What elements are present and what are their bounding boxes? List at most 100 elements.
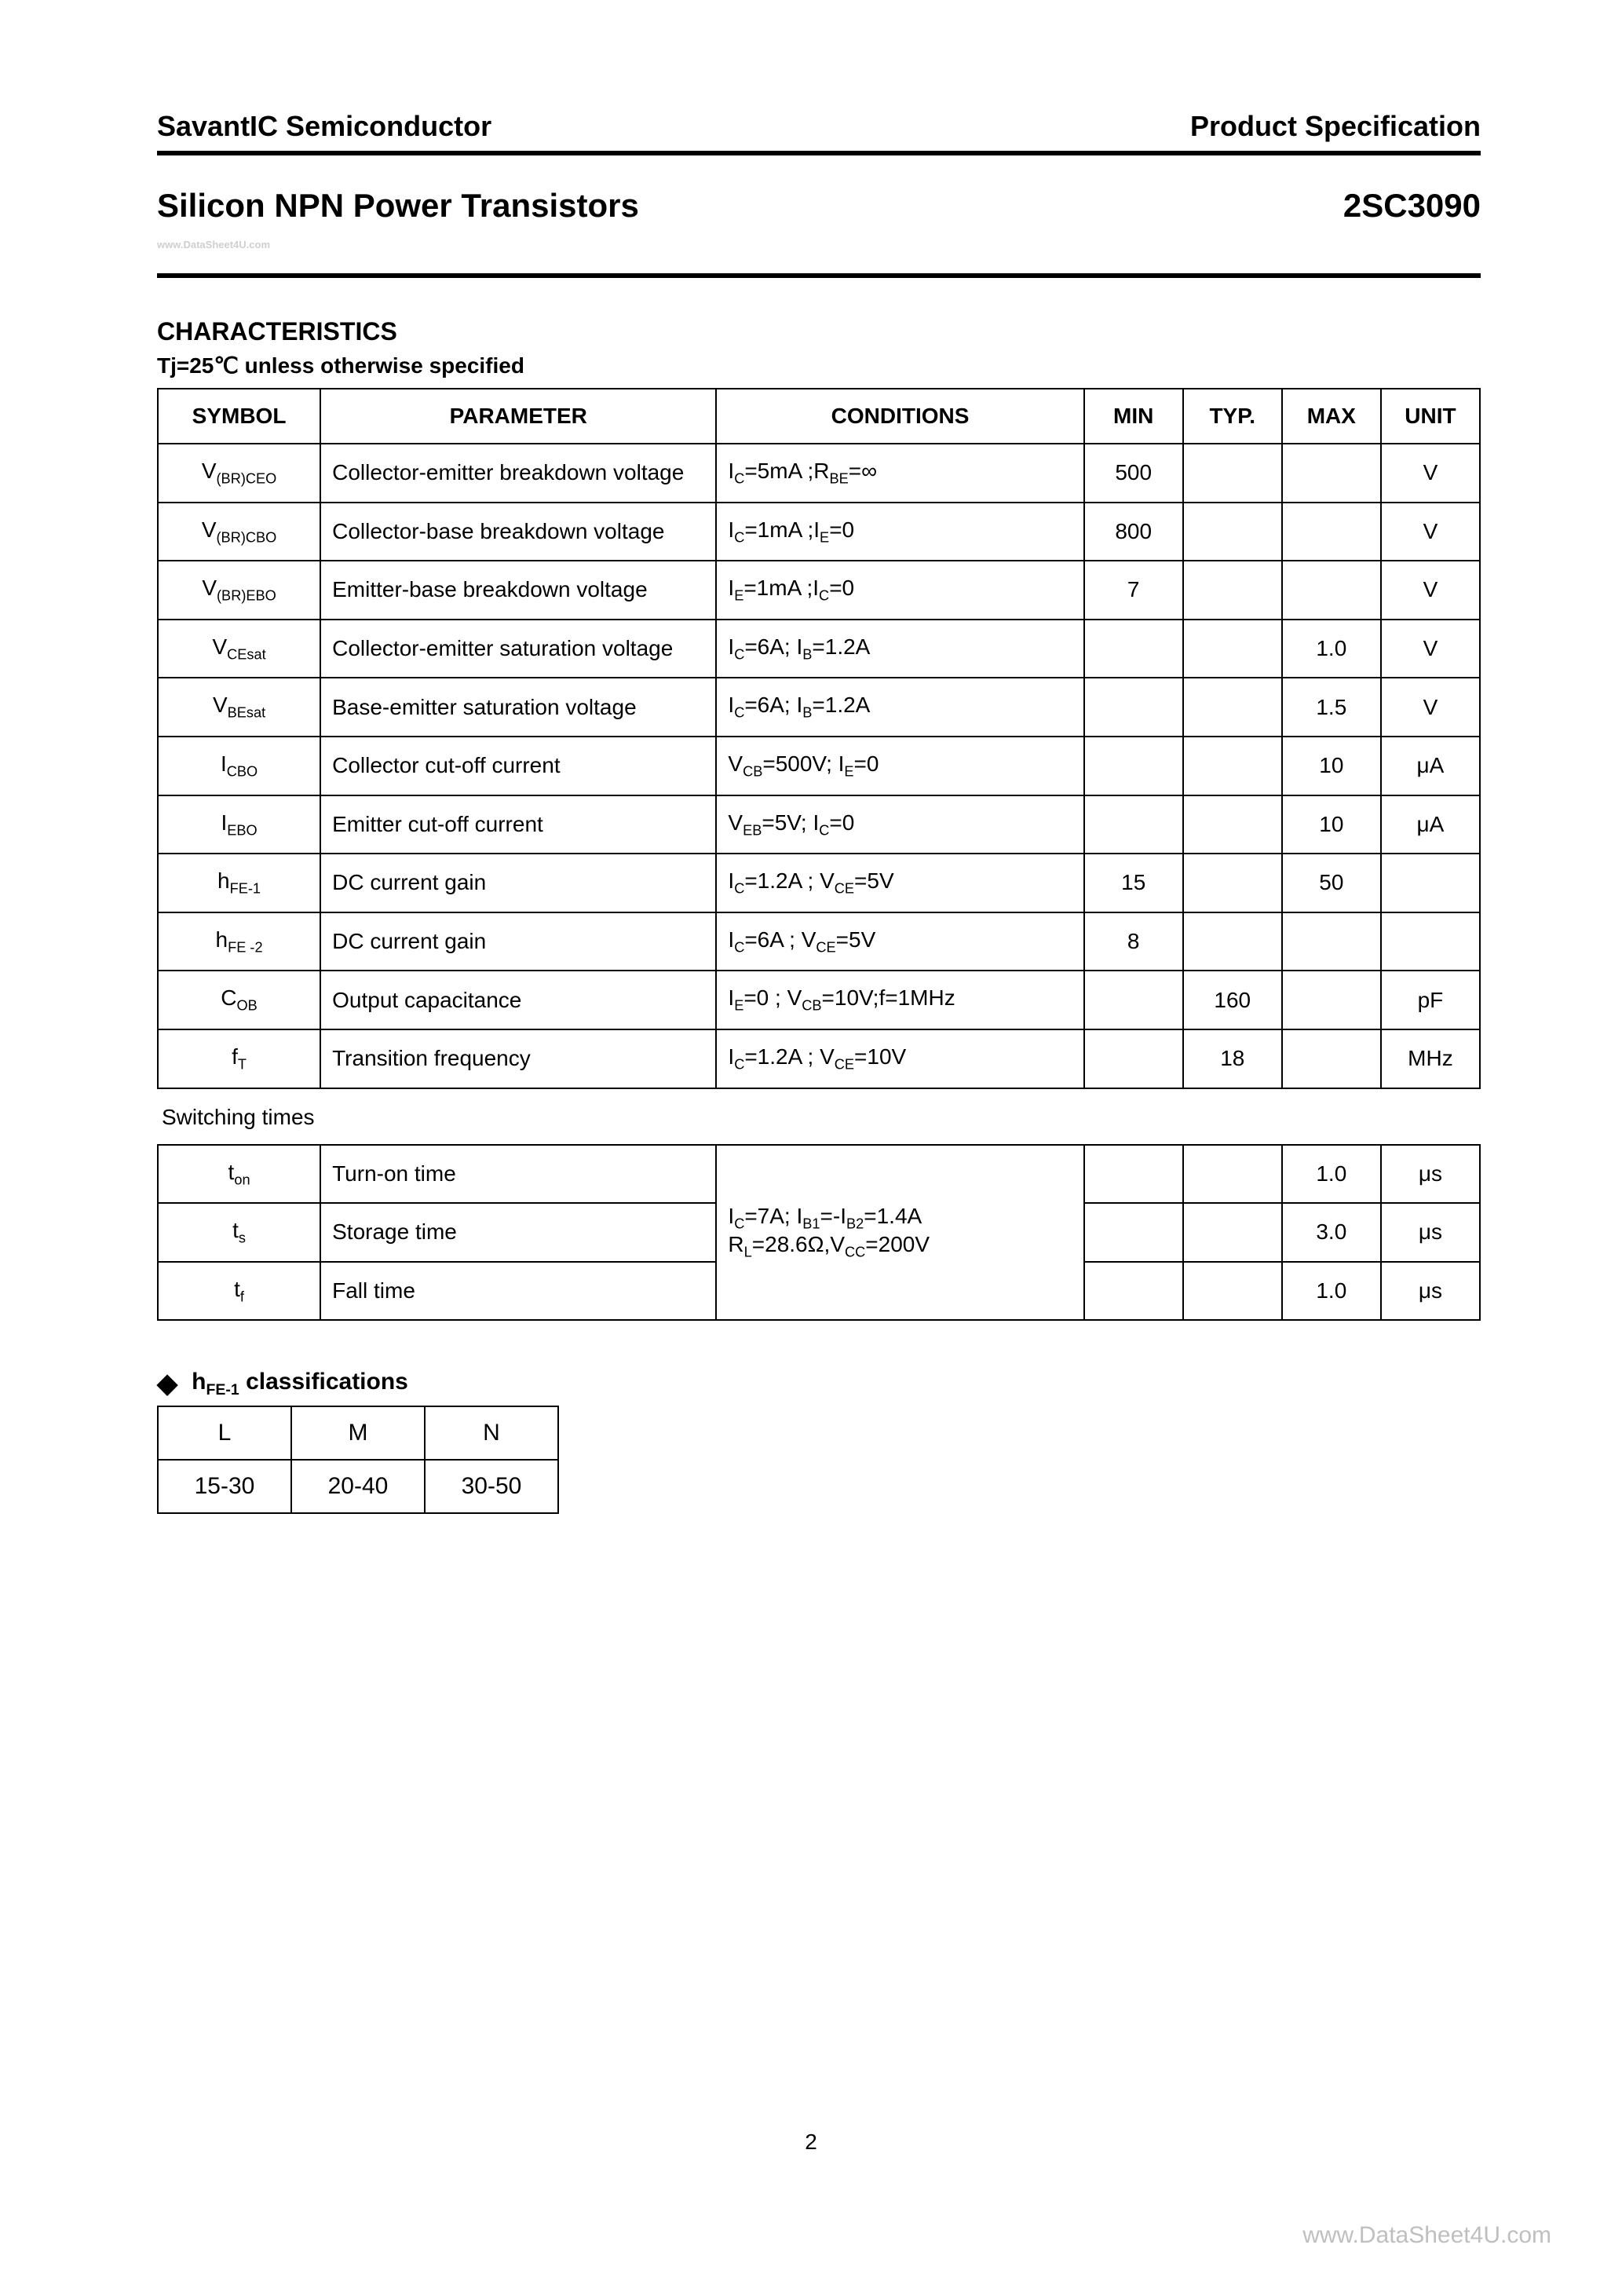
switching-label: Switching times <box>157 1089 1481 1144</box>
class-val-m: 20-40 <box>291 1460 425 1513</box>
characteristics-subtitle: Tj=25℃ unless otherwise specified <box>157 353 1481 378</box>
cell-symbol: ts <box>158 1203 320 1262</box>
cell-max <box>1282 971 1381 1029</box>
table-row: 15-30 20-40 30-50 <box>158 1460 558 1513</box>
cell-min: 8 <box>1084 912 1183 971</box>
cell-unit: pF <box>1381 971 1480 1029</box>
product-title: Silicon NPN Power Transistors www.DataSh… <box>157 187 639 262</box>
cell-unit: V <box>1381 561 1480 620</box>
col-max: MAX <box>1282 389 1381 444</box>
cell-conditions: IC=6A; IB=1.2A <box>716 620 1083 678</box>
table-row: tonTurn-on timeIC=7A; IB1=-IB2=1.4ARL=28… <box>158 1145 1480 1204</box>
table-row: V(BR)EBOEmitter-base breakdown voltageIE… <box>158 561 1480 620</box>
cell-conditions: IC=5mA ;RBE=∞ <box>716 444 1083 503</box>
cell-max: 10 <box>1282 737 1381 795</box>
cell-min: 800 <box>1084 503 1183 561</box>
cell-symbol: fT <box>158 1029 320 1088</box>
cell-conditions: IC=1.2A ; VCE=10V <box>716 1029 1083 1088</box>
cell-parameter: DC current gain <box>320 854 716 912</box>
cell-symbol: V(BR)CBO <box>158 503 320 561</box>
company-name: SavantIC Semiconductor <box>157 110 491 143</box>
page: SavantIC Semiconductor Product Specifica… <box>0 0 1622 2296</box>
table-row: COBOutput capacitanceIE=0 ; VCB=10V;f=1M… <box>158 971 1480 1029</box>
cell-typ <box>1183 1262 1282 1321</box>
cell-typ: 18 <box>1183 1029 1282 1088</box>
cell-max <box>1282 503 1381 561</box>
cell-conditions: IC=6A ; VCE=5V <box>716 912 1083 971</box>
cell-symbol: ICBO <box>158 737 320 795</box>
part-number: 2SC3090 <box>1343 187 1481 225</box>
col-symbol: SYMBOL <box>158 389 320 444</box>
cell-max <box>1282 561 1381 620</box>
cell-typ <box>1183 444 1282 503</box>
cell-symbol: tf <box>158 1262 320 1321</box>
class-val-n: 30-50 <box>425 1460 558 1513</box>
diamond-icon: ◆ <box>157 1368 177 1399</box>
table-row: hFE-1DC current gainIC=1.2A ; VCE=5V1550 <box>158 854 1480 912</box>
cell-max: 1.5 <box>1282 678 1381 737</box>
cell-symbol: COB <box>158 971 320 1029</box>
cell-max: 1.0 <box>1282 1262 1381 1321</box>
cell-unit <box>1381 912 1480 971</box>
cell-unit: μA <box>1381 795 1480 854</box>
cell-min <box>1084 1029 1183 1088</box>
cell-parameter: DC current gain <box>320 912 716 971</box>
cell-conditions: IE=1mA ;IC=0 <box>716 561 1083 620</box>
cell-unit: μA <box>1381 737 1480 795</box>
cell-min <box>1084 1262 1183 1321</box>
cell-symbol: V(BR)CEO <box>158 444 320 503</box>
cell-typ <box>1183 1203 1282 1262</box>
cell-parameter: Fall time <box>320 1262 716 1321</box>
cell-conditions: IC=7A; IB1=-IB2=1.4ARL=28.6Ω,VCC=200V <box>716 1145 1083 1321</box>
class-head-l: L <box>158 1406 291 1460</box>
table-row: VCEsatCollector-emitter saturation volta… <box>158 620 1480 678</box>
cell-min: 500 <box>1084 444 1183 503</box>
cell-parameter: Storage time <box>320 1203 716 1262</box>
cell-max <box>1282 1029 1381 1088</box>
cell-symbol: V(BR)EBO <box>158 561 320 620</box>
cell-max: 10 <box>1282 795 1381 854</box>
watermark-bottom: www.DataSheet4U.com <box>1302 2222 1551 2249</box>
cell-unit: V <box>1381 444 1480 503</box>
cell-typ <box>1183 561 1282 620</box>
table-row: IEBOEmitter cut-off currentVEB=5V; IC=0 1… <box>158 795 1480 854</box>
cell-min: 15 <box>1084 854 1183 912</box>
cell-typ <box>1183 854 1282 912</box>
cell-conditions: IC=6A; IB=1.2A <box>716 678 1083 737</box>
table-row: V(BR)CBOCollector-base breakdown voltage… <box>158 503 1480 561</box>
cell-symbol: hFE -2 <box>158 912 320 971</box>
characteristics-table: SYMBOL PARAMETER CONDITIONS MIN TYP. MAX… <box>157 388 1481 1089</box>
col-conditions: CONDITIONS <box>716 389 1083 444</box>
cell-parameter: Emitter cut-off current <box>320 795 716 854</box>
spec-label: Product Specification <box>1190 110 1481 143</box>
cell-parameter: Base-emitter saturation voltage <box>320 678 716 737</box>
cell-max: 1.0 <box>1282 620 1381 678</box>
table-row: hFE -2DC current gainIC=6A ; VCE=5V8 <box>158 912 1480 971</box>
table-row: ICBOCollector cut-off currentVCB=500V; I… <box>158 737 1480 795</box>
cell-unit: MHz <box>1381 1029 1480 1088</box>
page-number: 2 <box>0 2130 1622 2155</box>
watermark-top: www.DataSheet4U.com <box>157 239 270 250</box>
cell-min <box>1084 1145 1183 1204</box>
cell-min <box>1084 620 1183 678</box>
cell-min <box>1084 678 1183 737</box>
cell-max: 3.0 <box>1282 1203 1381 1262</box>
cell-symbol: VBEsat <box>158 678 320 737</box>
characteristics-title: CHARACTERISTICS <box>157 317 1481 346</box>
cell-symbol: hFE-1 <box>158 854 320 912</box>
cell-conditions: VEB=5V; IC=0 <box>716 795 1083 854</box>
cell-symbol: IEBO <box>158 795 320 854</box>
classifications-heading: ◆ hFE-1 classifications <box>157 1368 1481 1399</box>
cell-unit: V <box>1381 620 1480 678</box>
cell-parameter: Collector cut-off current <box>320 737 716 795</box>
switching-table: tonTurn-on timeIC=7A; IB1=-IB2=1.4ARL=28… <box>157 1144 1481 1322</box>
cell-conditions: VCB=500V; IE=0 <box>716 737 1083 795</box>
table-row: VBEsatBase-emitter saturation voltageIC=… <box>158 678 1480 737</box>
col-min: MIN <box>1084 389 1183 444</box>
cell-typ <box>1183 678 1282 737</box>
cell-typ <box>1183 620 1282 678</box>
table-row: fTTransition frequencyIC=1.2A ; VCE=10V1… <box>158 1029 1480 1088</box>
cell-unit: μs <box>1381 1145 1480 1204</box>
cell-parameter: Output capacitance <box>320 971 716 1029</box>
cell-parameter: Collector-emitter saturation voltage <box>320 620 716 678</box>
